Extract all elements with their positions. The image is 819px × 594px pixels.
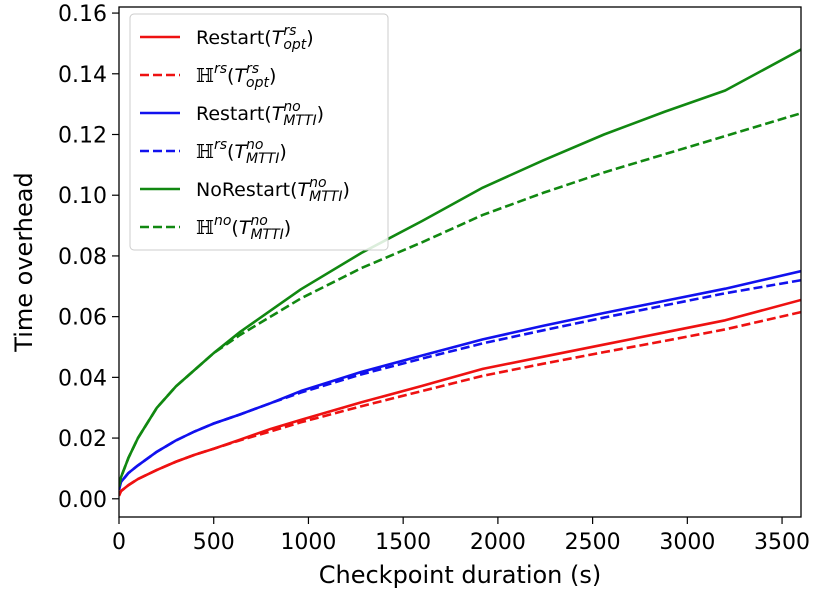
legend-label-restart_mtti: Restart(Tno MTTI) [196,99,324,129]
y-tick-label: 0.06 [58,306,107,331]
series-line-restart_opt [119,298,801,497]
y-tick-label: 0.04 [58,366,107,391]
series-line-restart_mtti [119,269,801,490]
legend-label-norestart_mtti: NoRestart(Tno MTTI) [196,175,350,205]
y-tick-label: 0.00 [58,488,107,513]
series-line-H_no_mtti [119,112,801,487]
y-tick-label: 0.02 [58,427,107,452]
y-tick-label: 0.08 [58,245,107,270]
legend: Restart(Trs opt) ℍrs(Trs opt) Restart(Tno MTT… [129,13,389,251]
x-axis-label: Checkpoint duration (s) [319,561,602,589]
y-tick-label: 0.14 [58,63,107,88]
series-line-H_rs_opt [119,310,801,497]
y-tick-label: 0.10 [58,184,107,209]
legend-label-restart_opt: Restart(Trs opt) [196,23,314,53]
y-tick-label: 0.12 [58,124,107,149]
x-tick-label: 3500 [754,530,810,555]
legend-label-H_no_mtti: ℍno(Tno MTTI) [196,213,291,243]
plot-frame [118,6,802,518]
y-axis-label: Time overhead [10,172,38,352]
x-tick-label: 0 [112,530,126,555]
plot-lines [119,48,801,497]
legend-label-H_rs_opt: ℍrs(Trs opt) [196,61,276,91]
x-tick-label: 1000 [280,530,336,555]
x-tick-label: 2500 [565,530,621,555]
x-tick-label: 1500 [375,530,431,555]
y-axis: 0.00 0.02 0.04 0.06 0.08 0.10 0.12 0.14 0.16 [58,2,119,513]
x-tick-label: 500 [193,530,235,555]
x-tick-label: 3000 [659,530,715,555]
legend-box [129,13,389,251]
series-line-H_rs_mtti [119,278,801,490]
y-tick-label: 0.16 [58,2,107,27]
x-axis: 0 500 1000 1500 2000 2500 3000 3500 [112,517,810,555]
legend-label-H_rs_mtti: ℍrs(Tno MTTI) [196,137,287,167]
x-tick-label: 2000 [470,530,526,555]
